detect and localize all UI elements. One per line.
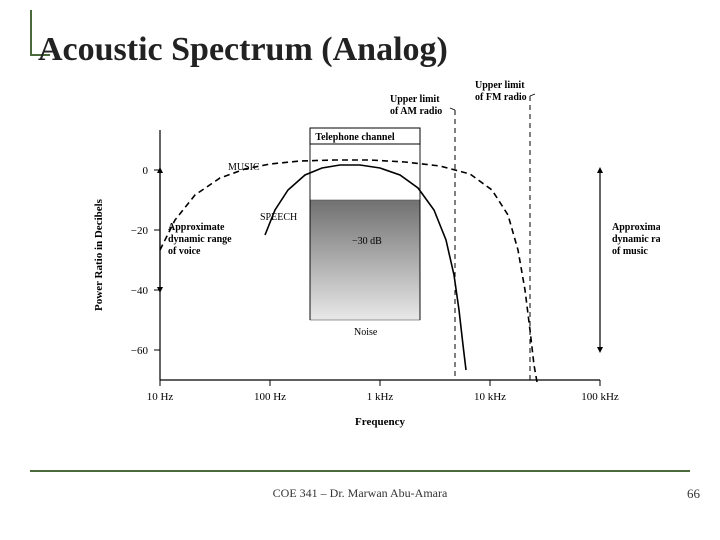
footer-text: COE 341 – Dr. Marwan Abu-Amara — [0, 486, 720, 501]
svg-text:100 Hz: 100 Hz — [254, 391, 286, 403]
svg-text:of FM radio: of FM radio — [475, 92, 527, 103]
svg-text:Approximate: Approximate — [612, 222, 660, 233]
svg-text:Power Ratio in Decibels: Power Ratio in Decibels — [93, 198, 105, 311]
slide-title: Acoustic Spectrum (Analog) — [38, 31, 448, 69]
svg-text:Upper limit: Upper limit — [475, 80, 525, 91]
svg-text:dynamic range: dynamic range — [168, 234, 232, 245]
svg-text:10 Hz: 10 Hz — [147, 391, 174, 403]
svg-text:Upper limit: Upper limit — [390, 94, 440, 105]
svg-text:SPEECH: SPEECH — [260, 212, 297, 223]
svg-text:of AM radio: of AM radio — [390, 106, 442, 117]
svg-text:of music: of music — [612, 246, 648, 257]
svg-text:1 kHz: 1 kHz — [367, 391, 394, 403]
svg-text:−20: −20 — [131, 225, 149, 237]
svg-text:10 kHz: 10 kHz — [474, 391, 506, 403]
svg-text:dynamic range: dynamic range — [612, 234, 660, 245]
svg-text:Telephone channel: Telephone channel — [315, 132, 395, 143]
svg-text:−30 dB: −30 dB — [352, 236, 382, 247]
svg-text:0: 0 — [143, 165, 149, 177]
svg-text:of voice: of voice — [168, 246, 201, 257]
svg-text:Frequency: Frequency — [355, 416, 405, 428]
svg-text:Noise: Noise — [354, 327, 378, 338]
footer-rule — [30, 470, 690, 472]
svg-text:MUSIC: MUSIC — [228, 162, 260, 173]
acoustic-spectrum-chart: 10 Hz 100 Hz 1 kHz 10 kHz 100 kHz Frequency 0 −… — [60, 70, 660, 460]
svg-text:100 kHz: 100 kHz — [581, 391, 619, 403]
accent-rule-vertical — [30, 10, 32, 54]
svg-text:−40: −40 — [131, 285, 149, 297]
svg-text:−60: −60 — [131, 345, 149, 357]
page-number: 66 — [687, 486, 700, 502]
svg-text:Approximate: Approximate — [168, 222, 225, 233]
